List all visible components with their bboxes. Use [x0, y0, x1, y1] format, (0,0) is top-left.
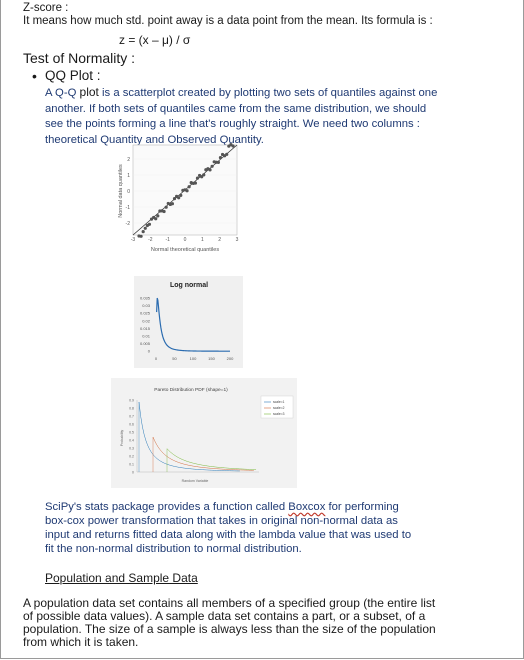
qq-point	[147, 222, 152, 226]
lognormal-xtick-label: 50	[172, 356, 177, 361]
pareto-ytick-label: 0.4	[129, 438, 134, 442]
pareto-legend-label: scale=1	[273, 400, 285, 404]
pareto-xlabel: Random Variable	[182, 479, 209, 483]
pareto-legend	[260, 395, 294, 419]
qq-point	[177, 196, 181, 200]
pareto-figure: Pareto Distribution PDF (shape=1) Probab…	[111, 378, 297, 488]
qq-ytick-label: -1	[126, 205, 131, 211]
lognormal-xtick-label: 100	[190, 356, 197, 361]
scipy-text-a: SciPy's stats package provides a functio…	[45, 501, 289, 513]
qq-text-a: A Q-Q	[45, 87, 80, 99]
pareto-ytick-label: 0.2	[129, 454, 134, 458]
qq-point	[170, 202, 175, 206]
qq-xtick-label: 2	[218, 237, 221, 243]
lognormal-figure: Log normal 0.035 0.03 0.025 0.02 0.015 0.01 0.…	[134, 276, 243, 368]
pareto-ytick-label: 0.6	[129, 422, 134, 426]
qq-point	[218, 156, 223, 160]
qq-point	[156, 214, 160, 218]
qq-point	[195, 176, 200, 180]
lognormal-ytick-label: 0.02	[142, 318, 151, 323]
qq-ytick-label: 2	[127, 157, 130, 163]
qq-point	[162, 209, 166, 214]
qq-plot-svg: -3 -2 -1 0 1 2 3 2 1 0 -1 -2 Normal data quantiles…	[118, 143, 239, 253]
lognormal-curve	[156, 297, 230, 352]
qq-ytick-label: 1	[127, 173, 130, 179]
qq-xtick-label: 3	[236, 237, 239, 243]
pareto-ytick-label: 0.5	[129, 430, 134, 434]
qq-ytick-label: -2	[126, 221, 131, 227]
lognormal-ytick-label: 0.015	[140, 326, 151, 331]
lognormal-xtick-label: 150	[208, 356, 215, 361]
lognormal-xtick-label: 0	[155, 356, 158, 361]
qq-plot-title: QQ Plot :	[45, 68, 101, 83]
qq-xtick-label: -1	[165, 237, 170, 243]
qq-point	[216, 160, 220, 164]
qq-point	[231, 144, 235, 148]
qq-point	[208, 168, 212, 172]
population-paragraph: A population data set contains all membe…	[23, 596, 436, 649]
qq-point	[143, 226, 147, 230]
qq-xtick-label: -3	[131, 237, 136, 243]
zscore-heading: Z-score :	[23, 2, 69, 14]
lognormal-ytick-label: 0.005	[140, 341, 151, 346]
qq-point	[193, 181, 197, 185]
lognormal-svg: Log normal 0.035 0.03 0.025 0.02 0.015 0.01 0.…	[140, 282, 234, 361]
normality-heading: Test of Normality :	[23, 50, 136, 66]
qq-point	[141, 230, 145, 234]
pareto-svg: Pareto Distribution PDF (shape=1) Probab…	[120, 387, 294, 483]
qq-plot-figure: -3 -2 -1 0 1 2 3 2 1 0 -1 -2 Normal data quantiles…	[113, 139, 243, 257]
qq-point	[154, 217, 158, 221]
qq-point	[179, 193, 183, 197]
qq-point	[187, 185, 191, 189]
pareto-curve	[152, 436, 254, 471]
pareto-ytick-label: 0.7	[129, 414, 134, 418]
pareto-curve	[138, 401, 240, 472]
qq-plot-paragraph: A Q-Q plot is a scatterplot created by p…	[45, 85, 445, 148]
qq-point	[139, 234, 143, 238]
qq-point	[210, 164, 214, 168]
population-heading: Population and Sample Data	[45, 571, 198, 585]
pareto-title: Pareto Distribution PDF (shape=1)	[154, 387, 228, 393]
qq-text-b: plot	[79, 85, 99, 99]
zscore-formula: z = (x – μ) / σ	[119, 33, 191, 47]
pareto-curve	[166, 448, 257, 470]
qq-text-c: is a scatterplot created by plotting two…	[45, 87, 438, 146]
lognormal-ytick-label: 0.03	[142, 303, 151, 308]
lognormal-ytick-label: 0.025	[140, 311, 151, 316]
pareto-ylabel: Probability	[120, 430, 124, 447]
qq-xlabel: Normal theoretical quantiles	[151, 247, 219, 253]
qq-xtick-label: 0	[184, 237, 187, 243]
pareto-legend-label: scale=2	[273, 406, 285, 410]
lognormal-ytick-label: 0.035	[140, 296, 151, 301]
scipy-paragraph: SciPy's stats package provides a functio…	[45, 500, 415, 556]
qq-point	[200, 175, 204, 179]
pareto-ytick-label: 0.9	[129, 398, 134, 402]
bullet-icon: •	[32, 68, 37, 84]
qq-xtick-label: 1	[201, 237, 204, 243]
qq-ylabel: Normal data quantiles	[118, 164, 124, 218]
pareto-legend-label: scale=3	[273, 412, 285, 416]
pareto-ytick-label: 0.8	[129, 406, 134, 410]
lognormal-ytick-label: 0	[148, 349, 151, 354]
qq-point	[164, 205, 168, 209]
zscore-description: It means how much std. point away is a d…	[23, 15, 433, 27]
qq-point	[185, 189, 189, 193]
qq-xtick-label: -2	[148, 237, 153, 243]
boxcox-term: Boxcox	[288, 501, 326, 513]
pareto-ytick-label: 0.3	[129, 446, 134, 450]
qq-point	[202, 173, 206, 177]
qq-point	[172, 197, 177, 201]
pareto-ytick-label: 0.1	[129, 462, 134, 466]
qq-point	[225, 152, 229, 156]
lognormal-ytick-label: 0.01	[142, 334, 151, 339]
pareto-ytick-label: 0	[132, 470, 134, 474]
qq-ytick-label: 0	[127, 189, 130, 195]
lognormal-title: Log normal	[170, 282, 208, 289]
scipy-text-b: for performing box-cox power transformat…	[45, 501, 412, 555]
lognormal-xtick-label: 200	[227, 356, 234, 361]
